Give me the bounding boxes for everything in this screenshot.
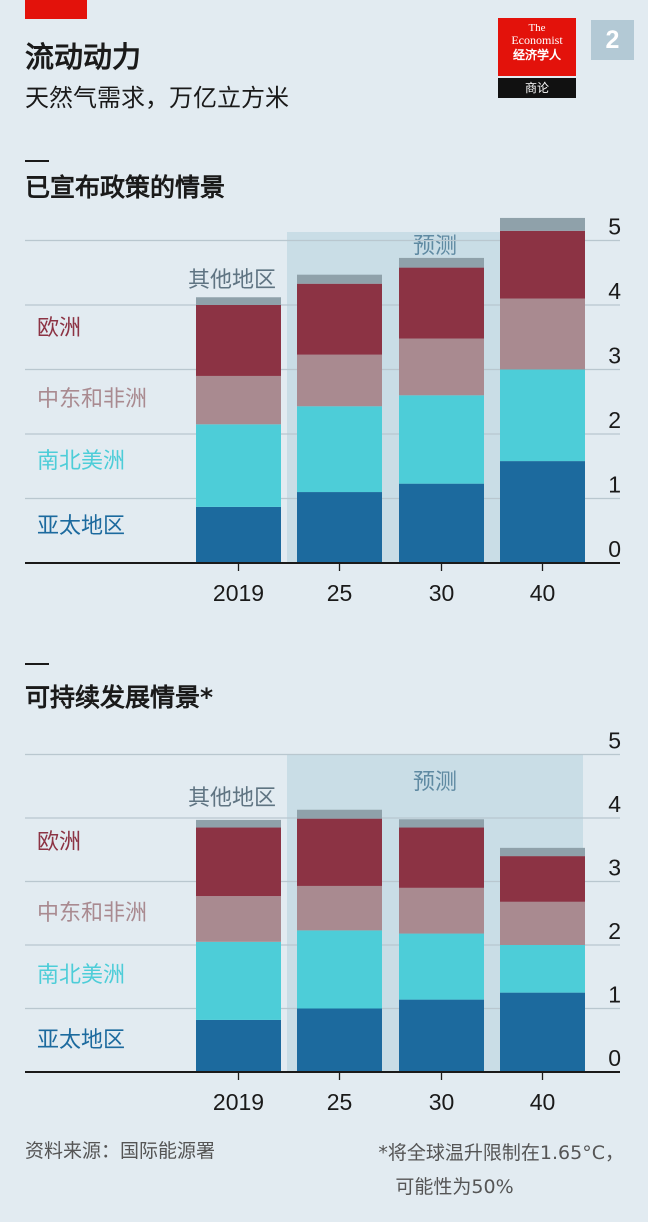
bar-segment [196,305,281,376]
bar-segment [399,395,484,484]
footnote-line-2: 可能性为50% [395,1176,514,1198]
x-tick-label: 25 [327,1089,353,1115]
bar-segment [399,257,484,268]
forecast-label: 预测 [413,770,457,795]
section-title-2: 可持续发展情景* [25,683,214,712]
bar-segment [500,461,585,563]
x-tick-label: 40 [530,580,556,605]
section-rule-2 [25,663,49,665]
bar-segment [196,941,281,1020]
economist-logo: The Economist 经济学人 商论 [498,18,576,98]
series-label: 亚太地区 [37,514,125,539]
series-label: 其他地区 [188,268,276,293]
bar-segment [297,930,382,1009]
bar-segment [297,274,382,284]
logo-economist: Economist [511,33,563,47]
bar-segment [196,896,281,942]
bar-segment [399,819,484,828]
bar-segment [500,369,585,462]
bar-segment [297,354,382,407]
y-tick-label: 3 [608,343,621,369]
y-tick-label: 0 [608,536,621,562]
y-tick-label: 2 [608,407,621,433]
y-tick-label: 5 [608,728,621,754]
bar-segment [297,283,382,355]
y-tick-label: 1 [608,982,621,1008]
bar-segment [500,230,585,299]
chart-title: 流动动力 [25,40,142,74]
bar-segment [500,856,585,902]
section-title-1: 已宣布政策的情景 [25,173,226,202]
source-note: 资料来源：国际能源署 [25,1140,216,1162]
bar-segment [399,267,484,339]
y-tick-label: 5 [608,214,621,240]
x-tick-label: 40 [530,1089,556,1115]
series-label: 中东和非洲 [37,387,147,412]
bar-segment [196,297,281,305]
bar-segment [399,999,484,1072]
y-tick-label: 1 [608,472,621,498]
forecast-label: 预测 [413,234,457,259]
series-label: 中东和非洲 [37,901,147,926]
chart-number-badge: 2 [591,20,634,60]
bar-segment [297,818,382,886]
series-label: 南北美洲 [37,963,125,988]
bar-segment [399,887,484,934]
brand-red-bar [25,0,87,19]
logo-the: The [528,22,546,34]
bar-segment [297,492,382,563]
bar-segment [500,992,585,1072]
bar-segment [297,406,382,493]
footnote-line-1: *将全球温升限制在1.65°C， [378,1142,624,1164]
series-label: 欧洲 [37,316,81,341]
series-label: 欧洲 [37,830,81,855]
bar-segment [196,819,281,828]
y-tick-label: 4 [608,791,621,817]
bar-segment [196,1019,281,1072]
y-tick-label: 3 [608,855,621,881]
bar-segment [500,901,585,945]
bar-segment [399,933,484,1000]
series-label: 南北美洲 [37,449,125,474]
bar-segment [399,338,484,396]
footnote: *将全球温升限制在1.65°C， 可能性为50% [378,1136,624,1204]
y-tick-label: 0 [608,1045,621,1071]
x-tick-label: 30 [429,1089,455,1115]
logo-red-block: The Economist 经济学人 [498,18,576,76]
section-rule-1 [25,160,49,162]
series-label: 其他地区 [188,786,276,811]
bar-segment [500,298,585,370]
x-tick-label: 25 [327,580,353,605]
bar-segment [196,506,281,563]
logo-sub: 商论 [498,78,576,98]
bar-segment [500,847,585,857]
x-tick-label: 2019 [213,1089,264,1115]
logo-cn: 经济学人 [512,48,561,62]
bar-segment [399,827,484,888]
chart-subtitle: 天然气需求，万亿立方米 [25,84,289,112]
series-label: 亚太地区 [37,1028,125,1053]
bar-segment [196,827,281,897]
bar-segment [196,375,281,425]
bar-segment [297,809,382,819]
y-tick-label: 2 [608,918,621,944]
bar-segment [500,945,585,993]
bar-segment [399,483,484,563]
bar-segment [196,424,281,507]
y-tick-label: 4 [608,278,621,304]
bar-segment [500,217,585,231]
bar-segment [297,885,382,931]
bar-segment [297,1008,382,1072]
x-tick-label: 30 [429,580,455,605]
x-tick-label: 2019 [213,580,264,605]
